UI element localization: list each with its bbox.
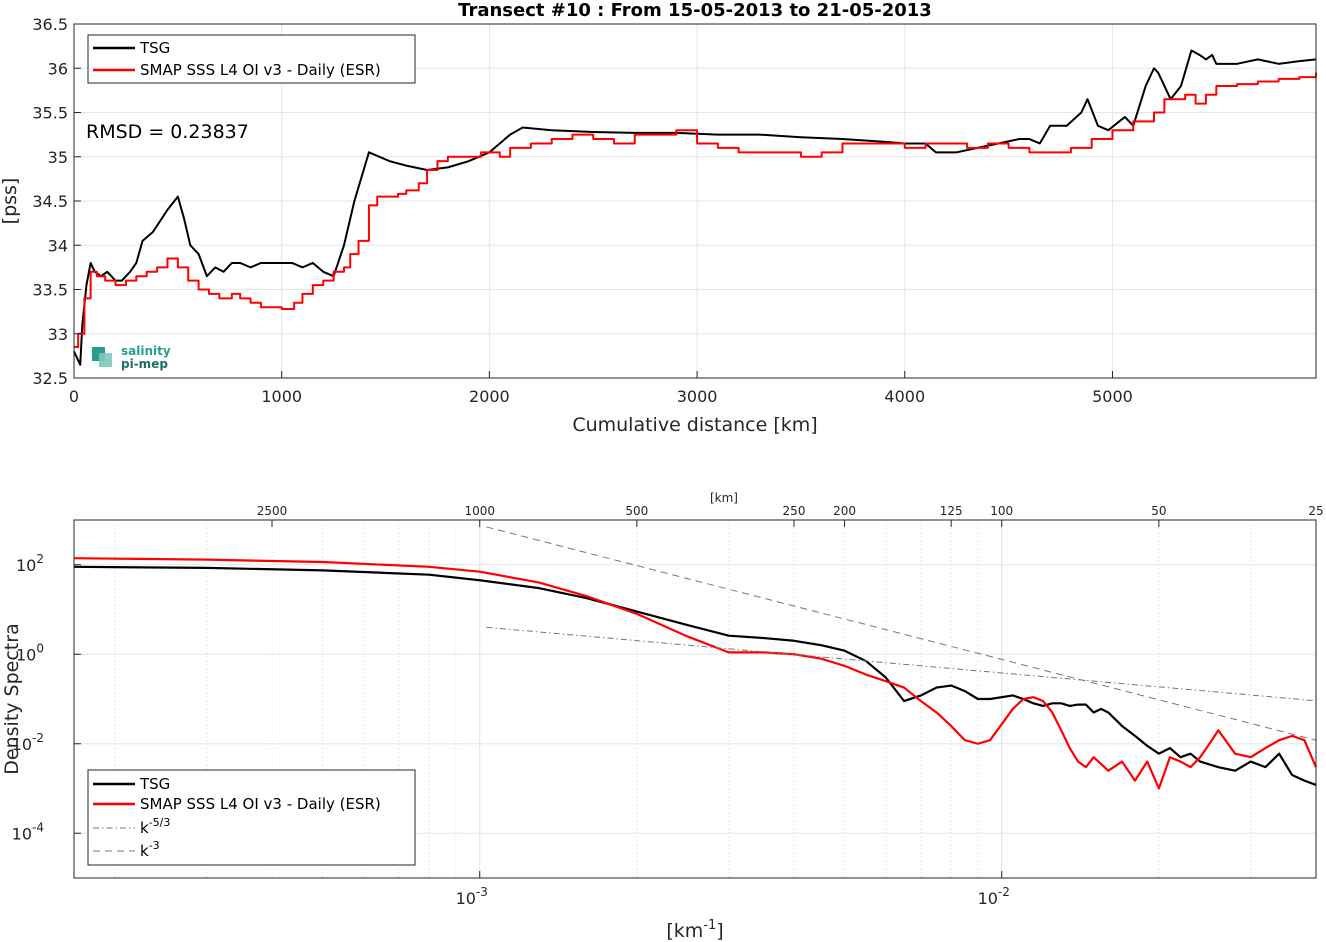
y-tick-exponent: -2 xyxy=(32,731,44,745)
y-tick-label: 34 xyxy=(48,236,68,255)
y-tick-label: 32.5 xyxy=(32,369,68,388)
series-line-smap-spectrum xyxy=(73,557,1318,790)
y-tick-exponent: 2 xyxy=(36,552,44,566)
top-tick-label: 50 xyxy=(1151,504,1166,518)
top-axis-label: [km] xyxy=(710,491,738,505)
logo-text-salinity: salinity xyxy=(121,344,171,358)
series-line-tsg-spectrum xyxy=(73,565,1317,786)
x-axis-label-bottom: [km-1] xyxy=(666,918,723,942)
series-line-k3 xyxy=(486,526,1317,741)
x-tick-label: 5000 xyxy=(1092,387,1133,406)
y-tick-label: 102 xyxy=(16,552,44,575)
y-tick-label: 35 xyxy=(48,148,68,167)
top-tick-label: 250 xyxy=(783,504,806,518)
rmsd-annotation: RMSD = 0.23837 xyxy=(86,121,249,143)
legend-label-smap: SMAP SSS L4 OI v3 - Daily (ESR) xyxy=(140,61,381,79)
top-tick-label: 1000 xyxy=(464,504,495,518)
logo-icon-layer xyxy=(99,353,112,367)
top-tick-label: 2500 xyxy=(257,504,288,518)
axes-box-bottom xyxy=(73,519,1317,879)
logo-text-pimep: pi-mep xyxy=(121,357,168,371)
y-tick-label: 10-4 xyxy=(12,820,44,843)
salinity-pi-mep-logo: salinity pi-mep xyxy=(92,344,171,371)
x-tick-label: 4000 xyxy=(884,387,925,406)
legend-label-smap-spec: SMAP SSS L4 OI v3 - Daily (ESR) xyxy=(140,795,381,813)
x-tick-label: 10-2 xyxy=(978,885,1010,908)
series-line-k53 xyxy=(486,626,1317,702)
x-axis-label-top: Cumulative distance [km] xyxy=(572,414,817,436)
y-axis-label-bottom: Density Spectra xyxy=(1,623,23,774)
y-tick-label: 34.5 xyxy=(32,192,68,211)
x-tick-label: 3000 xyxy=(677,387,718,406)
y-axis-label-top: [pss] xyxy=(0,178,21,225)
x-tick-exponent: -2 xyxy=(998,885,1010,899)
x-tick-label: 0 xyxy=(69,387,79,406)
x-tick-exponent: -3 xyxy=(476,885,488,899)
series-line-tsg xyxy=(73,49,1317,366)
legend-label-tsg-spec: TSG xyxy=(139,775,170,793)
y-tick-exponent: -4 xyxy=(32,820,44,834)
series-group-bottom xyxy=(73,526,1318,790)
legend-bottom: TSG SMAP SSS L4 OI v3 - Daily (ESR) k-5/… xyxy=(87,769,416,866)
y-tick-label: 33.5 xyxy=(32,281,68,300)
chart-title: Transect #10 : From 15-05-2013 to 21-05-… xyxy=(458,0,932,21)
legend-top: TSG SMAP SSS L4 OI v3 - Daily (ESR) xyxy=(87,34,416,84)
ticks-top: 0 1000 2000 3000 4000 5000 32.5 33 33.5 34 34.5 35 3… xyxy=(32,15,1132,406)
top-tick-label: 500 xyxy=(625,504,648,518)
y-tick-label: 36 xyxy=(48,59,68,78)
x-tick-label: 10-3 xyxy=(456,885,488,908)
top-tick-label: 100 xyxy=(990,504,1013,518)
series-line-smap xyxy=(74,72,1317,349)
legend-box-bottom xyxy=(87,769,416,866)
grid-top xyxy=(74,24,1316,378)
y-tick-exponent: 0 xyxy=(36,641,44,655)
legend-box-top xyxy=(87,34,416,84)
legend-label-tsg: TSG xyxy=(139,39,170,57)
series-group-top xyxy=(73,49,1317,366)
y-tick-label: 33 xyxy=(48,325,68,344)
y-tick-label: 36.5 xyxy=(32,15,68,34)
y-tick-label: 35.5 xyxy=(32,104,68,123)
top-tick-label: 125 xyxy=(940,504,963,518)
top-tick-label: 200 xyxy=(833,504,856,518)
top-tick-label: 25 xyxy=(1308,504,1323,518)
x-tick-label: 2000 xyxy=(469,387,510,406)
x-tick-label: 1000 xyxy=(261,387,302,406)
